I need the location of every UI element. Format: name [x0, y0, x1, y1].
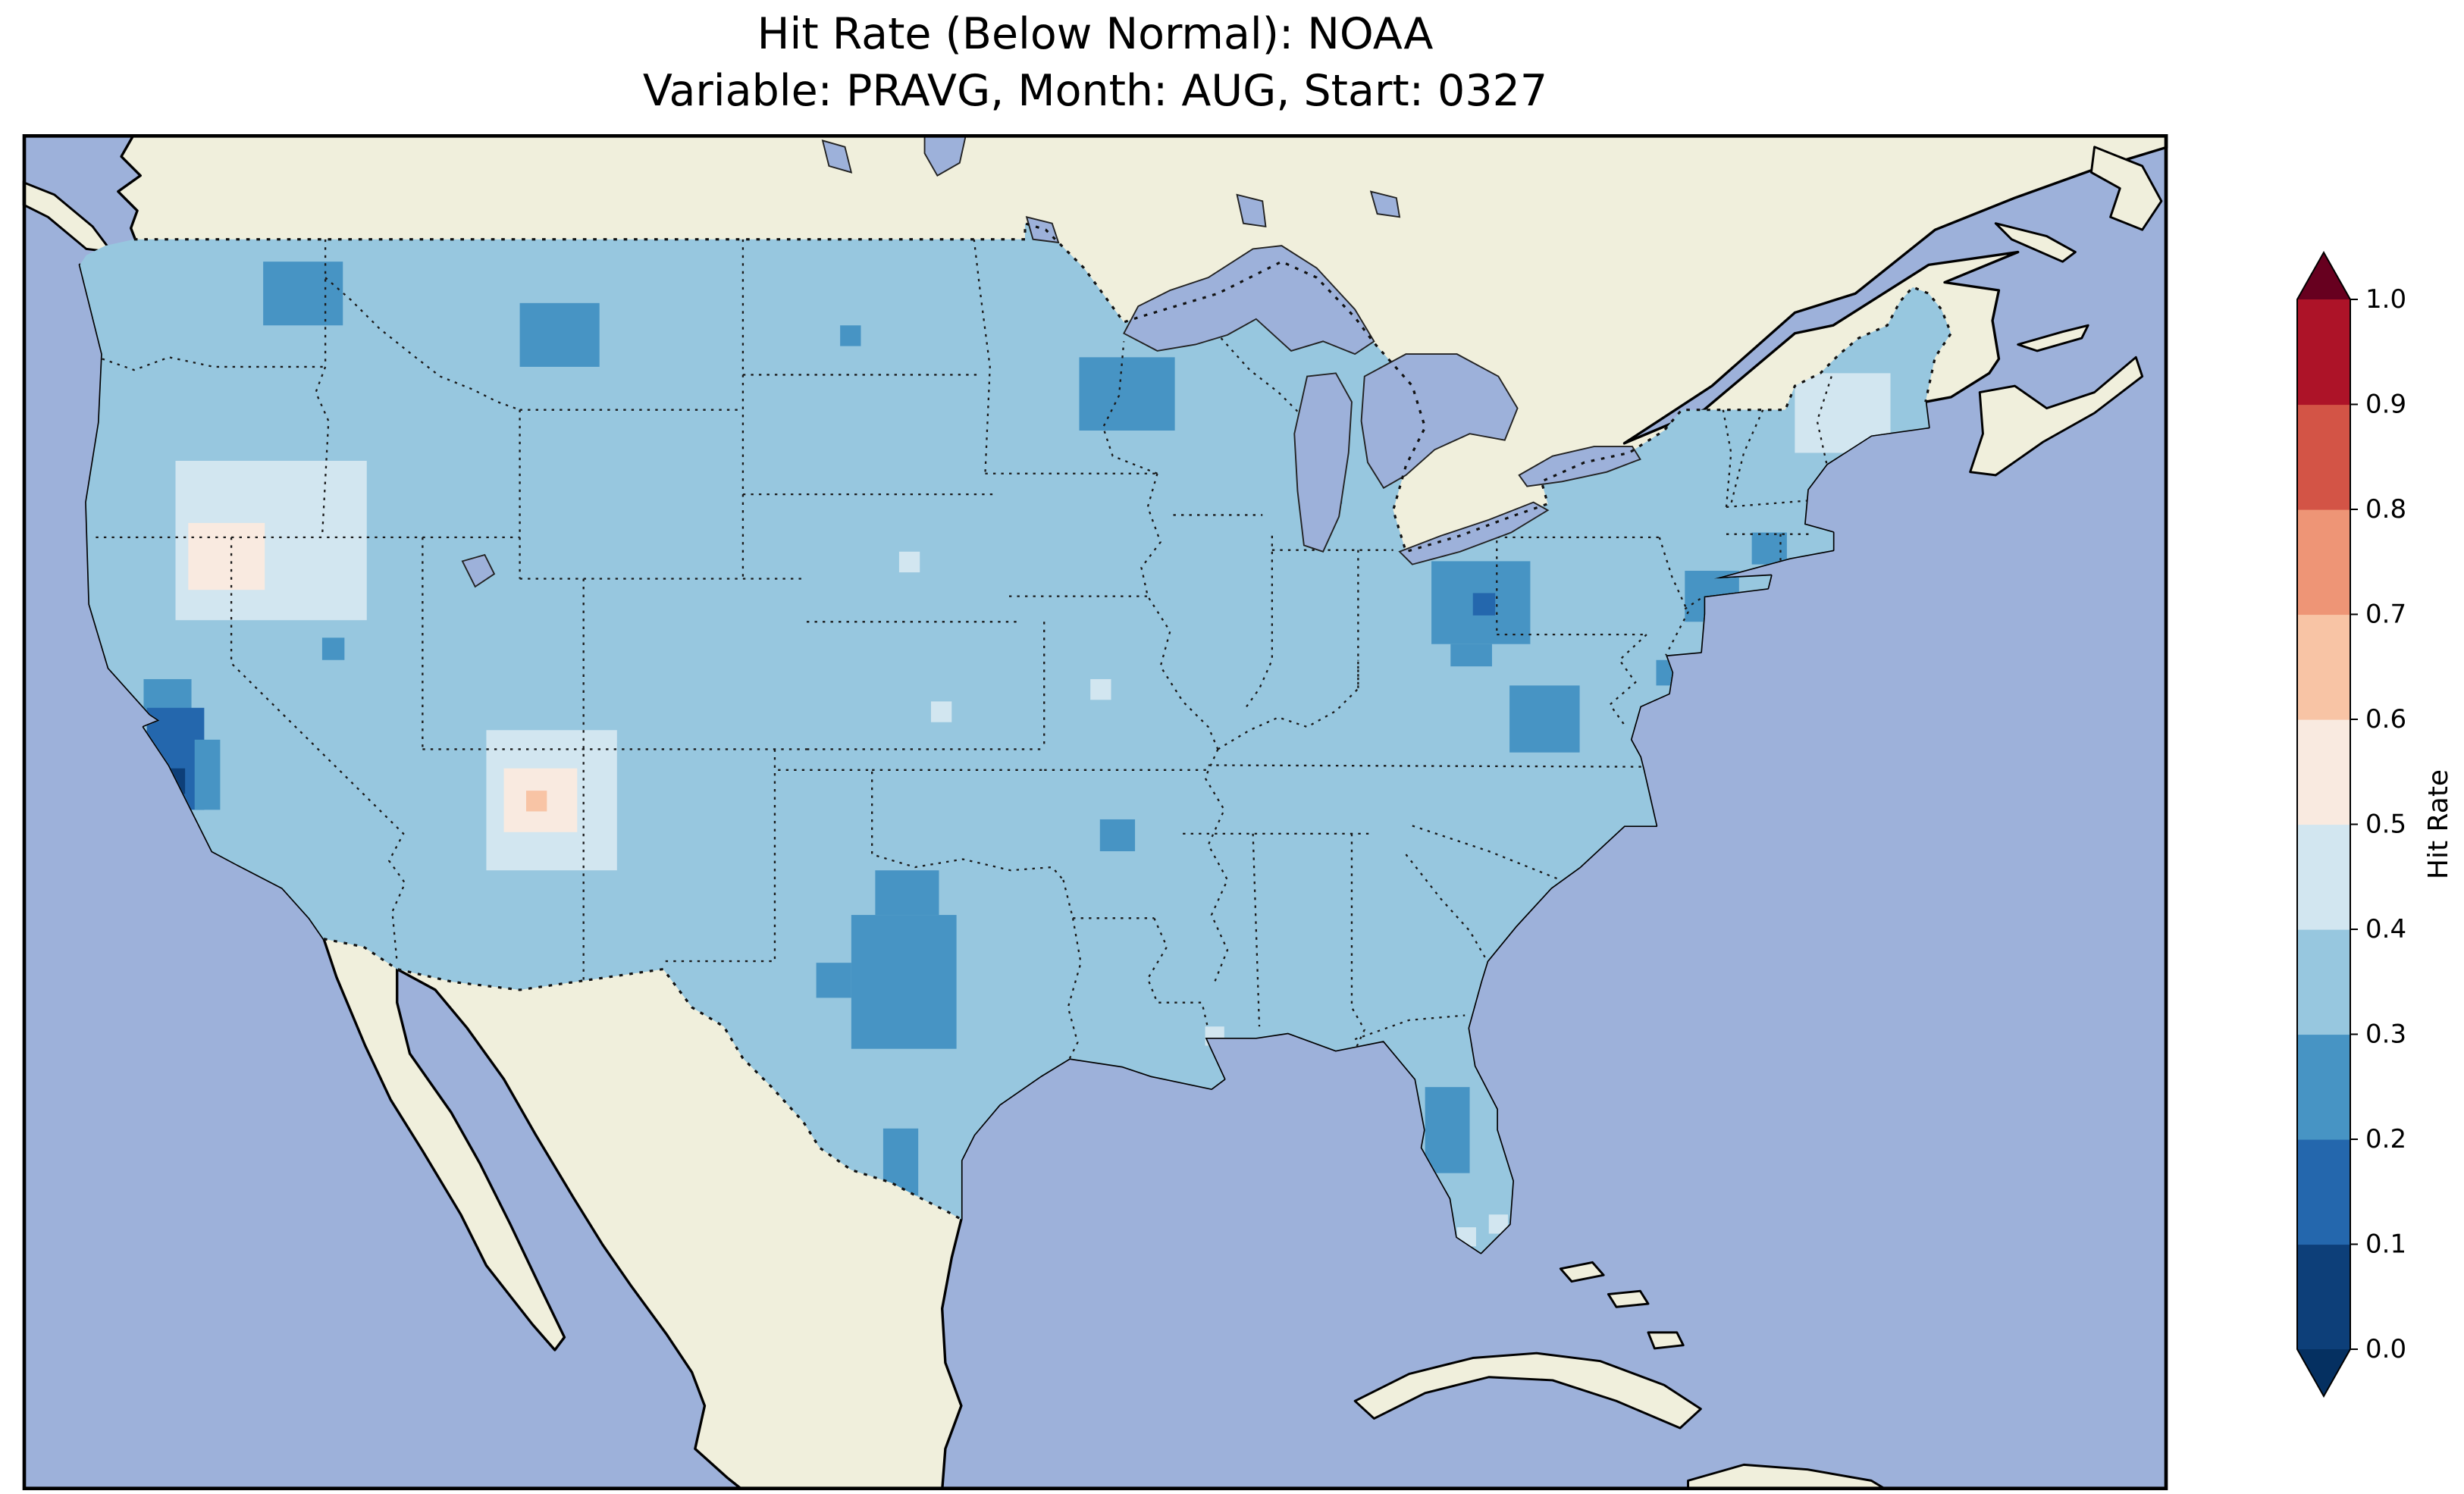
colorbar-tick-label: 0.3 [2365, 1019, 2406, 1050]
heatmap-cell [519, 302, 600, 367]
colorbar-bin [2297, 929, 2350, 1035]
us-heatmap-base [80, 223, 1951, 1253]
nova-scotia [1969, 355, 2144, 477]
cuba [1353, 1351, 1702, 1430]
lake-of-the-woods [1025, 216, 1060, 244]
heatmap-cell [321, 637, 345, 660]
colorbar-bin [2297, 1244, 2350, 1350]
country-borders [133, 221, 1953, 1220]
heatmap-cell [1472, 593, 1496, 615]
colorbar-tick-label: 0.8 [2365, 494, 2406, 525]
colorbar-tick-label: 0.4 [2365, 914, 2406, 944]
colorbar-tick-label: 0.7 [2365, 600, 2406, 630]
colorbar-axis-label: Hit Rate [2423, 769, 2454, 879]
newfoundland-island [2089, 146, 2163, 231]
heatmap-cell [875, 870, 939, 916]
prince-edward-island [2017, 324, 2089, 352]
colorbar-bin [2297, 1034, 2350, 1140]
figure-title-line2: Variable: PRAVG, Month: AUG, Start: 0327 [642, 66, 1548, 117]
hispaniola [1687, 1463, 1889, 1490]
heatmap-cell [194, 739, 221, 810]
bahamas-island-1 [1559, 1261, 1605, 1283]
colorbar-bin [2297, 404, 2350, 510]
heatmap-cell [1090, 678, 1111, 700]
colorbar-bin [2297, 719, 2350, 825]
heatmap-cell [143, 678, 192, 712]
figure-title-line1: Hit Rate (Below Normal): NOAA [757, 9, 1434, 59]
heatmap-cell [816, 963, 851, 998]
heatmap-cell [930, 701, 952, 722]
heatmap-cell [526, 791, 547, 812]
heatmap-cell [263, 262, 343, 326]
lake-nipigon [1236, 193, 1267, 228]
colorbar-tick-label: 0.9 [2365, 390, 2406, 420]
colorbar-tick-label: 0.5 [2365, 810, 2406, 840]
state-borders [96, 239, 1832, 1059]
heatmap-cell [1450, 644, 1492, 667]
figure-title: Hit Rate (Below Normal): NOAA Variable: … [22, 6, 2168, 120]
heatmap-cell [1099, 819, 1136, 852]
colorbar-bin [2297, 614, 2350, 720]
heatmap-cell [1079, 357, 1175, 431]
bahamas-island-3 [1647, 1331, 1685, 1350]
anticosti-island [1994, 222, 2077, 263]
lake-michigan [1293, 372, 1353, 553]
heatmap-cell [840, 325, 861, 346]
lake-huron [1360, 353, 1519, 489]
colorbar-tick-label: 0.6 [2365, 704, 2406, 734]
heatmap-cell [851, 915, 957, 1049]
colorbar: 0.0 0.1 0.2 0.3 0.4 0.5 0.6 0.7 0.8 0.9 1.0 Hit Rat… [2296, 250, 2454, 1398]
colorbar-under-arrow [2297, 1349, 2350, 1396]
lake-winnipeg [923, 134, 967, 177]
heatmap-cell [898, 551, 920, 573]
map-panel [22, 134, 2168, 1490]
heatmap-cells [143, 262, 1891, 1247]
colorbar-tick-label: 0.0 [2365, 1334, 2406, 1364]
bahamas-island-2 [1607, 1289, 1650, 1308]
islands [22, 146, 2163, 1490]
colorbar-bin [2297, 824, 2350, 930]
map-frame [22, 134, 2168, 1490]
lakes [461, 134, 1641, 588]
us-mexico-border [323, 938, 962, 1220]
colorbar-bin [2297, 1139, 2350, 1245]
heatmap-cell [1751, 532, 1787, 565]
colorbar-bin [2297, 509, 2350, 615]
lake-superior [1123, 245, 1375, 355]
heatmap-cell [1425, 1087, 1470, 1173]
great-salt-lake [461, 553, 496, 588]
colorbar-tick-label: 1.0 [2365, 284, 2406, 315]
lake-ontario [1518, 446, 1641, 487]
heatmap-cell [1509, 685, 1580, 753]
canadian-lake-small [1369, 190, 1401, 218]
lake-erie [1398, 501, 1550, 565]
colorbar-bin [2297, 299, 2350, 406]
colorbar-tick-label: 0.1 [2365, 1229, 2406, 1260]
colorbar-over-arrow [2297, 252, 2350, 299]
heatmap-cell [188, 522, 265, 590]
lake-manitoba [821, 139, 853, 174]
colorbar-tick-label: 0.2 [2365, 1124, 2406, 1154]
